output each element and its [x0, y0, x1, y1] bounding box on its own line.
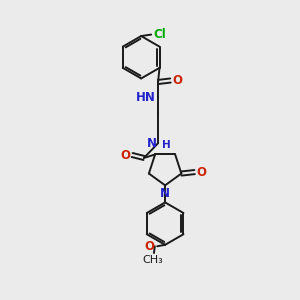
Text: Cl: Cl	[154, 28, 166, 41]
Text: O: O	[197, 166, 207, 178]
Text: N: N	[160, 187, 170, 200]
Text: O: O	[145, 240, 155, 253]
Text: O: O	[120, 148, 130, 161]
Text: H: H	[163, 140, 171, 150]
Text: N: N	[147, 137, 157, 150]
Text: O: O	[172, 74, 182, 87]
Text: HN: HN	[136, 91, 156, 104]
Text: CH₃: CH₃	[142, 254, 163, 265]
